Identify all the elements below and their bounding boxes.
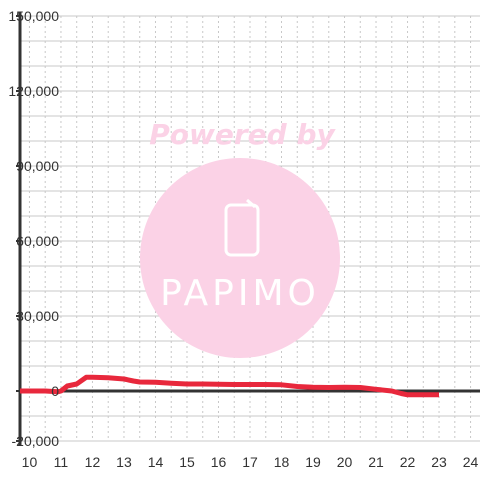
x-tick-label: 24 xyxy=(463,454,479,470)
x-tick-label: 16 xyxy=(211,454,227,470)
series-line-0 xyxy=(20,374,439,398)
y-tick-label: -20,000 xyxy=(12,433,60,449)
x-tick-label: 21 xyxy=(368,454,384,470)
x-tick-label: 11 xyxy=(54,454,69,470)
x-tick-label: 20 xyxy=(337,454,353,470)
x-tick-label: 17 xyxy=(242,454,258,470)
watermark-logo-text: PAPIMO xyxy=(160,273,320,314)
y-tick-label: 150,000 xyxy=(8,8,59,24)
x-tick-label: 19 xyxy=(305,454,321,470)
phone-icon xyxy=(224,198,260,257)
y-tick-label: 60,000 xyxy=(16,233,59,249)
tick-labels: -20,000 0 30,000 60,000 90,000 120,000 150,000… xyxy=(8,8,478,470)
axes xyxy=(16,12,480,445)
x-tick-label: 18 xyxy=(274,454,290,470)
y-tick-label: 30,000 xyxy=(16,308,59,324)
x-tick-label: 23 xyxy=(431,454,447,470)
x-tick-label: 13 xyxy=(116,454,132,470)
y-tick-label: 0 xyxy=(51,383,59,399)
x-tick-label: 10 xyxy=(22,454,38,470)
watermark-circle xyxy=(140,158,340,358)
series-layer xyxy=(19,374,440,398)
x-tick-label: 12 xyxy=(85,454,101,470)
watermark: Powered by PAPIMO xyxy=(140,118,340,358)
x-tick-label: 22 xyxy=(400,454,416,470)
y-tick-label: 90,000 xyxy=(16,158,59,174)
y-tick-label: 120,000 xyxy=(8,83,59,99)
watermark-powered-by-text: Powered by xyxy=(149,118,336,151)
grid xyxy=(20,15,480,442)
x-tick-label: 15 xyxy=(179,454,195,470)
x-tick-label: 14 xyxy=(148,454,164,470)
